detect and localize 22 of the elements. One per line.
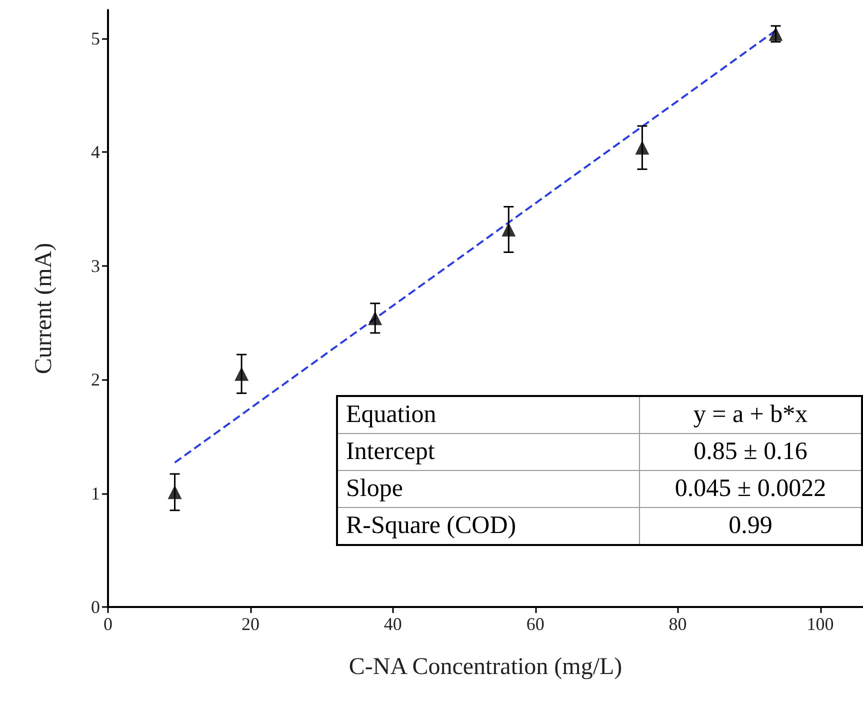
- annotation: y = a + b*x: [640, 396, 862, 434]
- annotation: 0.85 ± 0.16: [640, 434, 862, 470]
- annotation: R-Square (COD): [337, 508, 640, 545]
- annotation: Intercept: [337, 434, 640, 470]
- x-tick-label: 60: [526, 614, 544, 634]
- x-tick-label: 80: [668, 614, 687, 634]
- annotation: Equation: [337, 396, 640, 434]
- y-tick-label: 2: [91, 370, 100, 390]
- y-tick-label: 1: [91, 483, 100, 504]
- y-tick-label: 3: [91, 256, 100, 276]
- annotation: 0.045 ± 0.0022: [640, 470, 862, 508]
- x-tick-label: 20: [241, 614, 260, 634]
- y-tick-label: 0: [91, 597, 100, 617]
- annotation: Slope: [337, 470, 640, 508]
- annotation: 0.99: [640, 508, 862, 545]
- x-tick-label: 40: [384, 614, 402, 634]
- y-tick-label: 4: [91, 142, 100, 162]
- y-axis-title: Current (mA): [31, 242, 57, 374]
- x-axis-title: C-NA Concentration (mg/L): [348, 654, 622, 680]
- y-tick-label: 5: [91, 28, 100, 48]
- x-tick-label: 0: [104, 614, 112, 634]
- x-tick-label: 100: [806, 614, 834, 634]
